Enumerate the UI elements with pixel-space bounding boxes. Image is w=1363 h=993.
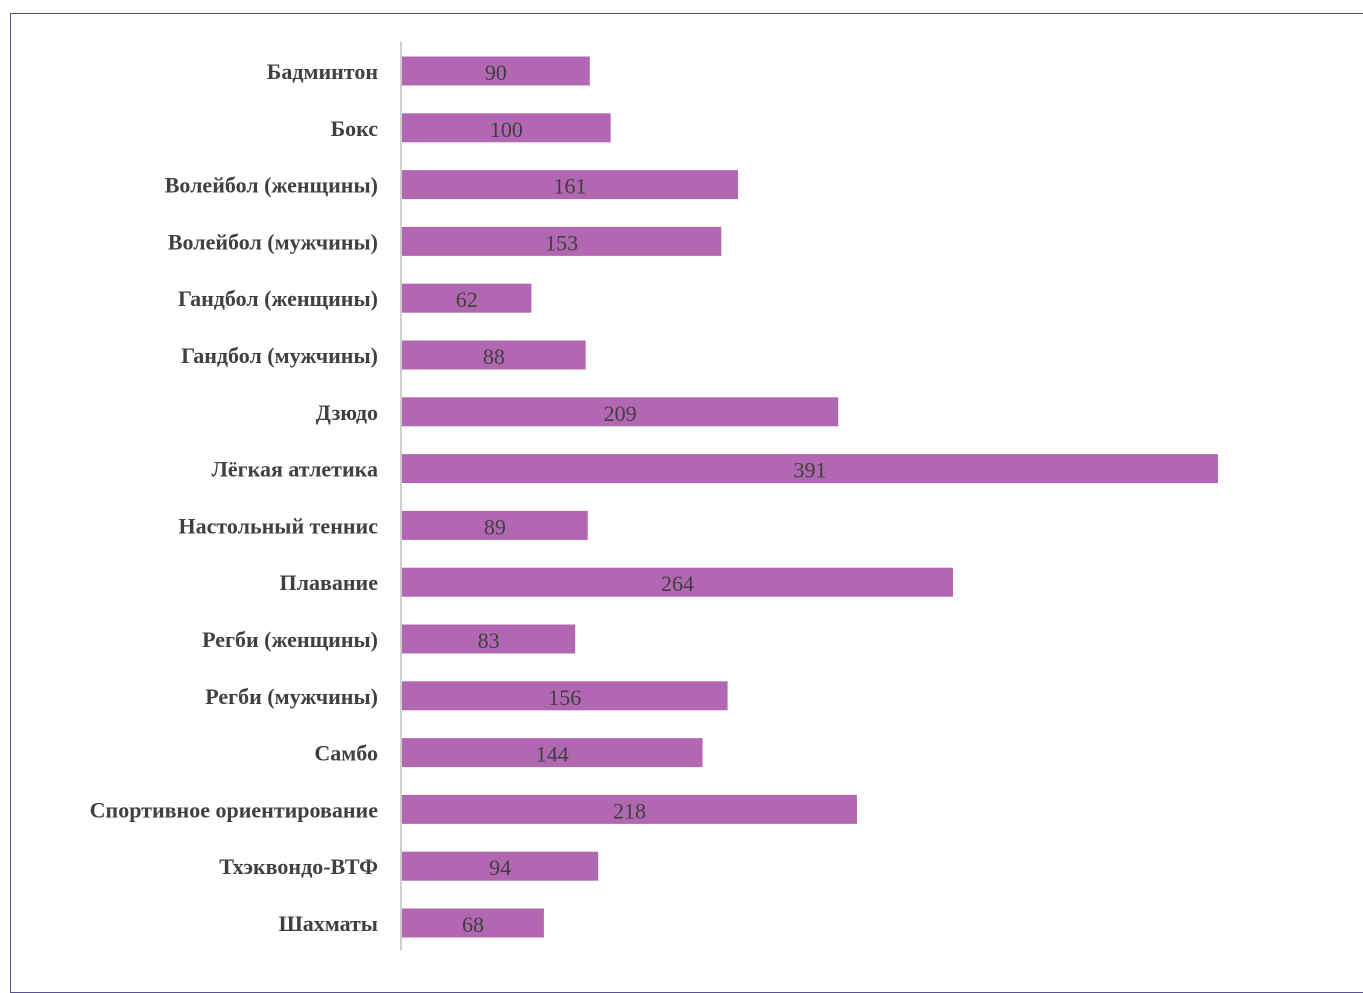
bar [402, 624, 576, 654]
data-label: 68 [462, 912, 484, 937]
category-label: Регби (мужчины) [205, 684, 378, 709]
data-label: 156 [548, 685, 581, 710]
data-label: 218 [613, 798, 646, 823]
category-label: Дзюдо [316, 400, 378, 425]
category-label: Волейбол (мужчины) [168, 229, 378, 254]
bar [402, 681, 728, 711]
category-label: Гандбол (женщины) [178, 286, 378, 311]
bar [402, 226, 722, 256]
bar [402, 283, 532, 313]
category-label: Лёгкая атлетика [211, 457, 378, 482]
bar [402, 510, 588, 540]
category-label: Самбо [314, 741, 378, 766]
category-label: Плавание [280, 570, 379, 595]
data-label: 83 [478, 628, 500, 653]
bar [402, 738, 703, 768]
category-label: Волейбол (женщины) [165, 173, 378, 198]
category-label: Шахматы [279, 911, 378, 936]
bar [402, 851, 599, 881]
data-label: 94 [489, 855, 511, 880]
data-label: 153 [545, 230, 578, 255]
category-label: Тхэквондо-ВТФ [219, 854, 378, 879]
category-label: Настольный теннис [179, 513, 379, 538]
category-label: Гандбол (мужчины) [181, 343, 378, 368]
category-label: Бадминтон [267, 59, 379, 84]
category-label: Регби (женщины) [202, 627, 378, 652]
bar [402, 567, 953, 597]
data-label: 209 [604, 401, 637, 426]
bar [402, 908, 544, 938]
data-label: 264 [661, 571, 694, 596]
data-label: 88 [483, 344, 505, 369]
data-label: 89 [484, 514, 506, 539]
bar-chart: Бадминтон 90 Бокс 100 Волейбол (женщины) 161 В… [90, 41, 1218, 951]
data-label: 62 [456, 287, 478, 312]
data-label: 161 [554, 174, 587, 199]
data-label: 100 [490, 117, 523, 142]
category-label: Бокс [331, 116, 379, 141]
data-label: 391 [794, 458, 827, 483]
bar [402, 454, 1218, 484]
data-label: 144 [536, 742, 569, 767]
bar [402, 113, 611, 143]
bar [402, 56, 590, 86]
bar [402, 170, 738, 200]
bar [402, 397, 839, 427]
data-label: 90 [485, 60, 507, 85]
bar [402, 340, 586, 370]
category-label: Спортивное ориентирование [90, 797, 379, 822]
bar [402, 794, 857, 824]
